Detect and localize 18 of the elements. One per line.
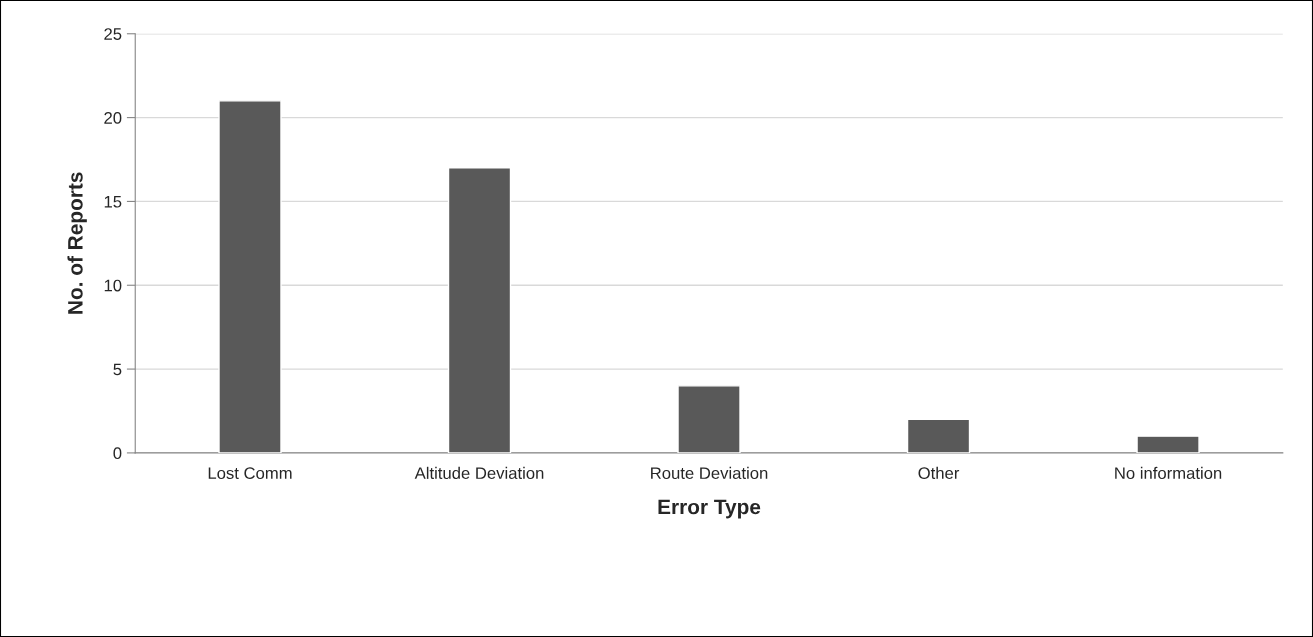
x-tick-label: Other <box>918 466 960 480</box>
x-axis-title: Error Type <box>658 499 761 519</box>
y-tick-label: 0 <box>113 447 122 460</box>
x-tick-label: No information <box>1115 466 1222 480</box>
y-axis-title: No. of Reports <box>67 172 87 314</box>
bar <box>677 385 741 453</box>
y-tick-label: 5 <box>113 363 122 376</box>
y-tick-label: 15 <box>104 195 122 208</box>
x-tick-label: Altitude Deviation <box>414 466 544 480</box>
y-tick-label: 10 <box>104 279 122 292</box>
y-tick-label: 25 <box>104 28 122 40</box>
x-tick-label: Lost Comm <box>208 467 292 480</box>
bar <box>906 418 971 453</box>
y-tick-label: 20 <box>104 111 122 124</box>
bar <box>447 167 512 453</box>
bar <box>218 100 282 453</box>
bar <box>1136 435 1200 453</box>
x-tick-label: Route Deviation <box>651 466 768 480</box>
